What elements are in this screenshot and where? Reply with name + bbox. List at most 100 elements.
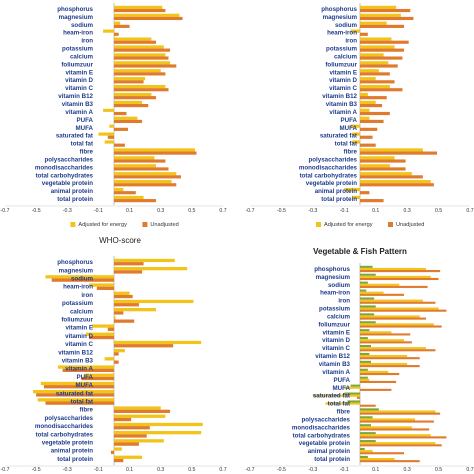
bar-total-carbohydrates-s3 [360,436,447,439]
bar-phosphorus-s2 [360,267,426,271]
nutrient-label: vegetable protein [42,180,93,187]
bar-animal-protein-s1 [114,447,122,451]
bar-fibre-s1 [114,406,161,410]
bar-sodium-s3 [360,285,428,288]
bar-magnesium-s2 [360,16,414,21]
nutrient-label: fibre [80,149,94,156]
bar-total-fat-s2 [114,143,125,147]
bar-calcium-s2 [360,315,420,318]
bar-potassium-s1 [360,305,376,308]
nutrient-label: MUFA [332,385,350,392]
bar-vitamin-a-s2 [360,111,390,116]
bar-foliumzuur-s2 [114,64,177,68]
nutrient-label: vegetable protein [306,180,357,187]
bar-vitamin-c-s1 [114,340,202,345]
bar-vitamin-a-s2 [114,111,127,116]
legend: Adjusted for energy Unadjusted [70,222,179,228]
nutrient-label: magnesium [59,14,94,21]
nutrient-label: vitamin D [65,333,93,340]
bar-animal-protein-s1 [360,447,365,451]
bar-fibre-s2 [114,409,171,413]
bar-vitamin-b12-s2 [114,96,157,100]
bar-vitamin-a-s1 [360,368,368,371]
bar-foliumzuur-s3 [360,325,442,328]
nutrient-label: heam-iron [320,290,350,297]
bar-vegetable-protein-s2 [114,442,139,446]
bar-potassium-s2 [114,303,139,307]
nutrient-label: vitamin C [65,341,93,348]
nutrient-label: total fat [71,141,93,148]
nutrient-label: total fat [71,399,93,406]
nutrient-label: vitamin B3 [319,361,351,368]
x-tick-label: 0.3 [157,208,164,214]
bar-vegetable-protein-s2 [360,442,436,445]
nutrient-label: total fat [335,141,357,148]
bar-iron-s2 [114,294,133,299]
nutrient-label: sodium [71,22,93,29]
bar-sodium-s2 [114,24,130,28]
bar-vitamin-b12-s1 [360,352,370,356]
nutrient-label: total protein [57,196,93,203]
nutrient-label: vitamin D [322,337,350,344]
bar-animal-protein-s3 [360,452,404,455]
nutrient-label: vitamin E [65,69,93,76]
nutrient-label: MUFA [75,382,93,389]
bar-total-protein-s1 [352,195,360,200]
nutrient-label: vitamin A [329,109,357,116]
nutrient-label: vitamin B12 [315,353,350,360]
nutrient-label: total protein [321,196,357,203]
bar-monodisaccharides-s1 [360,164,390,168]
bar-vitamin-a-s2 [62,368,114,372]
nutrient-label: vitamin B12 [58,93,93,100]
nutrient-label: foliumzuur [325,61,357,68]
bar-iron-s2 [360,40,409,44]
nutrient-label: monodisaccharides [35,423,94,430]
x-tick-label: 0.5 [435,208,442,214]
nutrient-label: polysaccharides [45,415,94,422]
bar-vitamin-d-s2 [360,80,395,84]
x-tick-label: 0.3 [404,467,411,473]
bar-total-carbohydrates-s1 [360,432,376,435]
bar-mufa-s2 [114,127,129,131]
bar-animal-protein-s1 [114,187,124,192]
bar-monodisaccharides-s3 [360,428,430,431]
bar-heam-iron-s2 [360,291,384,294]
bar-total-fat-s1 [347,400,360,403]
x-tick-label: -0.3 [308,208,317,214]
nutrient-label: total carbohydrates [300,172,358,179]
bar-mufa-s2 [344,386,360,389]
bar-vitamin-c-s1 [360,84,390,89]
nutrient-label: saturated fat [56,133,93,140]
bar-total-fat-s2 [45,401,114,405]
legend-swatch-adjusted [70,222,76,227]
nutrient-label: vitamin C [329,85,357,92]
bar-vitamin-a-s2 [360,370,389,373]
bar-total-protein-s2 [114,199,157,203]
bar-total-carbohydrates-s2 [360,434,431,437]
bar-foliumzuur-s1 [360,321,376,324]
legend-swatch-adjusted [316,222,321,227]
x-tick-label: 0.7 [466,467,473,473]
bar-vitamin-e-s2 [360,72,390,76]
bar-phosphorus-s2 [114,8,166,13]
nutrient-label: total carbohydrates [36,431,94,438]
bar-vitamin-e-s3 [360,333,411,336]
bar-total-protein-s1 [114,455,143,459]
nutrient-label: polysaccharides [309,156,358,163]
bar-vitamin-e-s1 [360,329,370,332]
bar-vitamin-c-s2 [360,88,403,92]
nutrient-label: animal protein [308,448,351,455]
bar-vegetable-protein-s2 [114,183,177,187]
bar-phosphorus-s2 [114,262,144,266]
bar-vitamin-a-s1 [360,108,370,112]
bar-potassium-s1 [114,299,194,304]
nutrient-label: vitamin C [322,345,350,352]
bar-mufa-s1 [350,124,360,128]
bar-saturated-fat-s1 [344,392,360,395]
bar-mufa-s3 [360,388,392,391]
nutrient-label: heam-iron [63,284,93,291]
bar-calcium-s1 [360,53,384,57]
bar-heam-iron-s2 [114,32,119,36]
x-tick-label: -0.5 [32,467,41,473]
